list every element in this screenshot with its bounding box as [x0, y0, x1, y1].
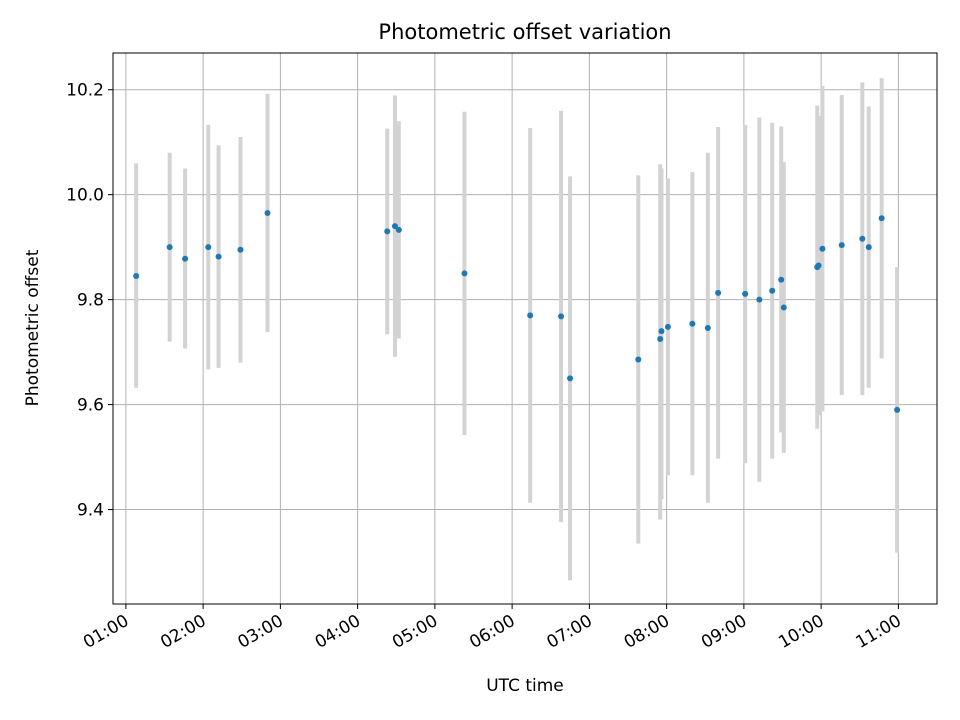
data-point [658, 328, 665, 335]
y-tick-label: 9.4 [77, 501, 104, 521]
data-points [133, 210, 901, 413]
data-point [461, 270, 468, 277]
data-point [182, 255, 189, 262]
y-tick-label: 9.8 [77, 291, 104, 311]
x-tick-label: 03:00 [234, 611, 286, 653]
data-point [865, 244, 872, 251]
x-tick-label: 07:00 [543, 611, 595, 653]
x-tick-label: 08:00 [621, 611, 673, 653]
data-point [215, 253, 222, 260]
chart-title: Photometric offset variation [378, 20, 671, 44]
data-point [894, 406, 901, 413]
data-point [878, 215, 885, 222]
x-tick-label: 06:00 [466, 611, 518, 653]
data-point [391, 223, 398, 230]
y-tick-label: 10.2 [66, 81, 104, 101]
data-point [664, 323, 671, 330]
plot-frame [112, 52, 938, 605]
y-tick-label: 9.6 [77, 396, 104, 416]
data-point [264, 210, 271, 217]
data-point [819, 245, 826, 252]
plot-area-background [113, 53, 937, 604]
grid [113, 53, 937, 604]
data-point [558, 313, 565, 320]
y-axis: 9.4 9.6 9.8 10.0 10.2 [66, 81, 113, 521]
x-tick-label: 01:00 [80, 611, 132, 653]
data-point [133, 273, 140, 280]
data-point [567, 375, 574, 382]
data-point [704, 324, 711, 331]
data-point [815, 262, 822, 269]
data-point [166, 244, 173, 251]
data-point [657, 335, 664, 342]
x-axis-label: UTC time [486, 676, 564, 696]
x-tick-label: 02:00 [157, 611, 209, 653]
data-point [205, 244, 212, 251]
data-point [769, 287, 776, 294]
x-tick-label: 11:00 [852, 611, 904, 653]
data-point [527, 312, 534, 319]
x-tick-label: 10:00 [775, 611, 827, 653]
x-tick-label: 09:00 [698, 611, 750, 653]
y-axis-label: Photometric offset [23, 249, 43, 406]
data-point [778, 276, 785, 283]
data-point [742, 290, 749, 297]
data-point [635, 356, 642, 363]
data-point [780, 304, 787, 311]
data-point [395, 226, 402, 233]
data-point [859, 235, 866, 242]
x-axis: 01:00 02:00 03:00 04:00 05:00 06:00 07:00 08:00… [80, 604, 905, 653]
data-point [384, 228, 391, 235]
x-tick-label: 04:00 [312, 611, 364, 653]
data-point [838, 242, 845, 249]
data-point [689, 320, 696, 327]
data-point [237, 246, 244, 253]
x-tick-label: 05:00 [389, 611, 441, 653]
data-point [715, 289, 722, 296]
data-point [756, 296, 763, 303]
y-tick-label: 10.0 [66, 186, 104, 206]
